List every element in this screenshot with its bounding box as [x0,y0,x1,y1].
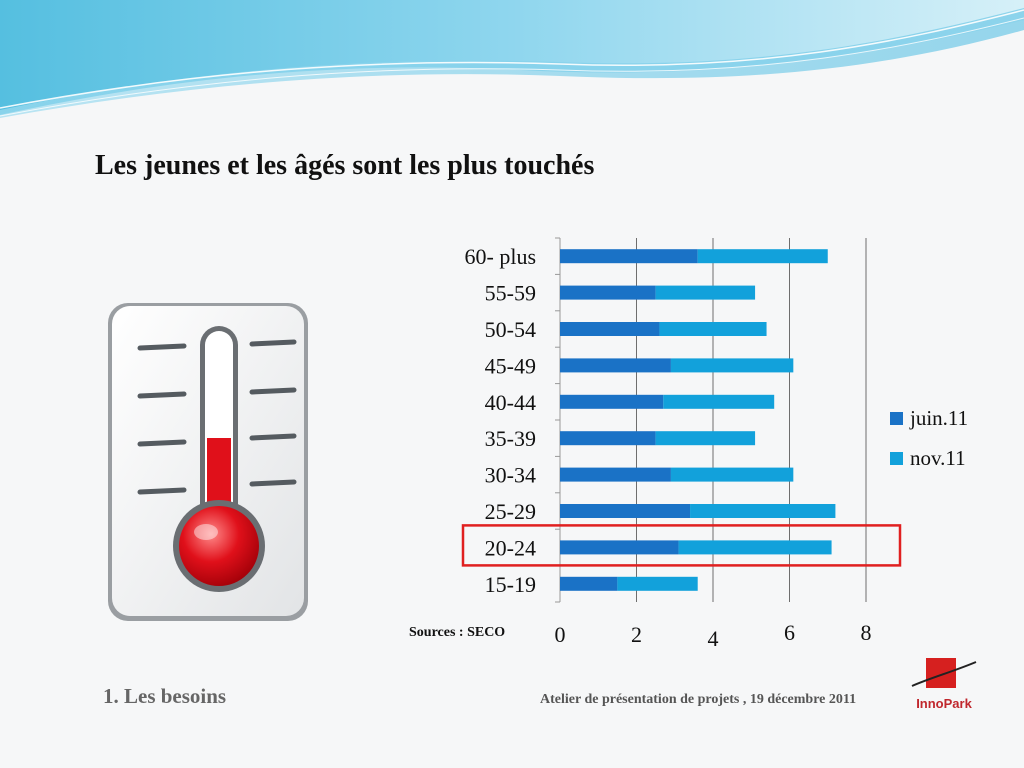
y-tick-label: 40-44 [485,390,536,415]
logo-text: InnoPark [916,696,972,711]
bar-juin-60- plus [560,249,698,264]
y-tick-label: 25-29 [485,499,536,524]
bar-nov-35-39 [655,431,756,446]
header-wave-decoration [0,0,1024,118]
bar-nov-55-59 [655,285,756,300]
legend-label: juin.11 [909,406,968,430]
logo-mark-icon [911,658,977,688]
y-tick-label: 35-39 [485,426,536,451]
x-tick-label: 4 [708,626,719,651]
y-tick-label: 45-49 [485,353,536,378]
bar-juin-25-29 [560,504,691,518]
innopark-logo: InnoPark [908,652,980,714]
bar-nov-60- plus [697,249,828,264]
bar-nov-15-19 [617,576,698,591]
highlight-box [461,524,902,567]
y-tick-label: 55-59 [485,281,536,306]
legend-label: nov.11 [910,446,966,470]
x-tick-label: 6 [784,620,795,645]
bar-chart: 15-19 20-24 25-29 30-34 35-39 40-44 45-49 50-54… [461,237,968,651]
thermometer-icon [108,303,308,621]
bar-nov-50-54 [659,322,767,336]
y-tick-label: 60- plus [465,244,537,269]
bar-juin-35-39 [560,431,656,446]
bar-juin-45-49 [560,358,671,373]
sources-note: Sources : SECO [409,625,506,640]
y-tick-label: 20-24 [485,535,536,560]
y-tick-label: 15-19 [485,572,536,597]
bar-juin-50-54 [560,322,660,336]
bar-nov-25-29 [690,504,836,518]
bar-juin-40-44 [560,394,664,409]
bar-juin-55-59 [560,285,656,300]
x-tick-label: 2 [631,622,642,647]
slide-title: Les jeunes et les âgés sont les plus tou… [95,150,595,181]
legend-swatch [890,452,903,465]
event-caption: Atelier de présentation de projets , 19 … [540,692,857,707]
section-label: 1. Les besoins [103,684,227,708]
legend-swatch [890,412,903,425]
bar-nov-30-34 [670,467,794,482]
y-tick-label: 30-34 [485,463,536,488]
bar-nov-45-49 [670,358,794,373]
y-tick-label: 50-54 [485,317,536,342]
bar-juin-30-34 [560,467,671,482]
bar-nov-40-44 [663,394,775,409]
bar-juin-20-24 [560,540,679,555]
x-tick-label: 8 [861,620,872,645]
x-tick-label: 0 [555,622,566,647]
bar-nov-20-24 [678,540,832,555]
bar-juin-15-19 [560,576,618,591]
